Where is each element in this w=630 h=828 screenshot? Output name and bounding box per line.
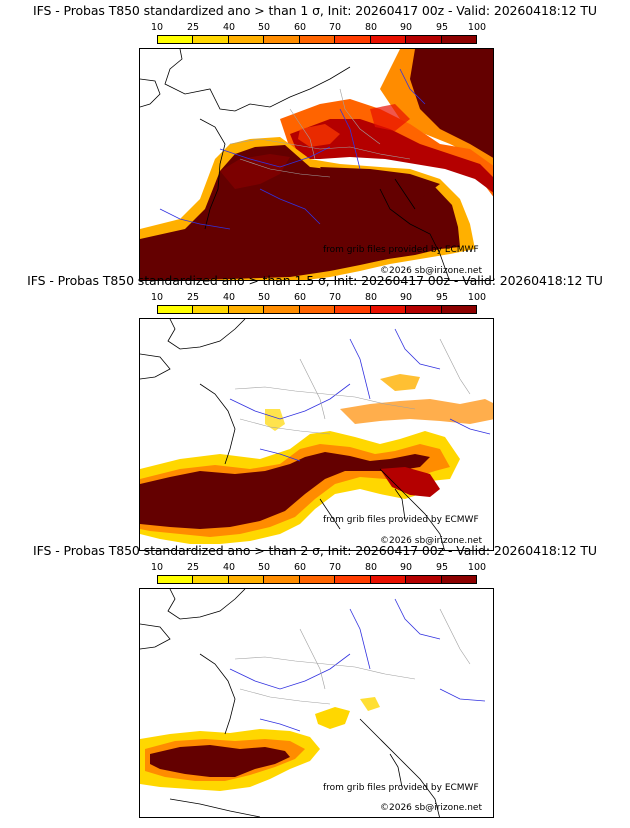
colorbar-tick: 100 [467,292,487,303]
colorbar-tick: 95 [435,292,449,303]
colorbar [157,35,477,44]
coastlines [140,319,445,550]
colorbar-segment [299,576,336,583]
colorbar-tick: 50 [257,22,271,33]
colorbar-segment [406,36,442,43]
grib-credit: from grib files provided by ECMWF [323,783,479,793]
colorbar-tick: 90 [399,292,413,303]
colorbar-segment [299,36,336,43]
colorbar-tick: 50 [257,562,271,573]
colorbar-segment [228,306,265,313]
coastlines [140,589,440,817]
colorbar [157,305,477,314]
probability-field [140,374,493,544]
colorbar-segment [370,36,407,43]
colorbar-tick: 60 [293,562,307,573]
rivers [159,68,426,230]
borders [234,608,471,705]
colorbar-segment [193,306,229,313]
colorbar [157,575,477,584]
colorbar-segment [228,576,265,583]
colorbar-segment [264,576,300,583]
copyright: ©2026 sb@irizone.net [380,266,482,276]
colorbar-tick: 40 [222,22,236,33]
colorbar-segment [158,306,194,313]
colorbar-segment [158,576,194,583]
colorbar-tick: 70 [328,562,342,573]
colorbar-tick: 80 [364,292,378,303]
colorbar-tick: 25 [186,22,200,33]
colorbar-tick: 90 [399,562,413,573]
colorbar-tick: 40 [222,562,236,573]
panel-1: IFS - Probas T850 standardized ano > tha… [0,3,630,281]
colorbar-segment [370,306,407,313]
colorbar-tick: 10 [150,22,164,33]
copyright: ©2026 sb@irizone.net [380,536,482,546]
borders [229,88,411,178]
colorbar-segment [264,306,300,313]
panel-title: IFS - Probas T850 standardized ano > tha… [27,273,603,288]
copyright: ©2026 sb@irizone.net [380,803,482,813]
colorbar-segment [335,36,371,43]
colorbar-tick: 95 [435,22,449,33]
colorbar-segment [264,36,300,43]
map-canvas [140,49,493,280]
rivers [229,328,491,462]
probability-field [140,49,493,280]
colorbar-segment [406,306,442,313]
colorbar-tick: 100 [467,22,487,33]
probability-field [140,697,380,791]
grib-credit: from grib files provided by ECMWF [323,515,479,525]
probability-map: from grib files provided by ECMWF ©2026 … [139,318,494,551]
panel-title: IFS - Probas T850 standardized ano > tha… [33,3,597,18]
colorbar-tick: 90 [399,22,413,33]
colorbar-ticks: 10 25 40 50 60 70 80 90 95 100 [141,292,493,304]
colorbar-segment [299,306,336,313]
colorbar-tick: 40 [222,292,236,303]
map-canvas [140,319,493,550]
colorbar-tick: 80 [364,562,378,573]
colorbar-tick: 70 [328,22,342,33]
colorbar-segment [335,306,371,313]
coastlines [140,49,450,280]
colorbar-segment [193,576,229,583]
panel-2: IFS - Probas T850 standardized ano > tha… [0,273,630,551]
borders [234,338,471,435]
colorbar-tick: 95 [435,562,449,573]
colorbar-segment [441,576,476,583]
rivers [229,598,486,732]
colorbar-tick: 80 [364,22,378,33]
colorbar-segment [441,306,476,313]
colorbar-segment [193,36,229,43]
probability-map: from grib files provided by ECMWF ©2026 … [139,588,494,818]
probability-map: from grib files provided by ECMWF ©2026 … [139,48,494,281]
colorbar-segment [441,36,476,43]
colorbar-segment [335,576,371,583]
colorbar-ticks: 10 25 40 50 60 70 80 90 95 100 [141,562,493,574]
panel-3: IFS - Probas T850 standardized ano > tha… [0,543,630,818]
colorbar-segment [228,36,265,43]
map-canvas [140,589,486,817]
colorbar-tick: 60 [293,292,307,303]
colorbar-tick: 70 [328,292,342,303]
colorbar-tick: 10 [150,292,164,303]
colorbar-ticks: 10 25 40 50 60 70 80 90 95 100 [141,22,493,34]
colorbar-tick: 60 [293,22,307,33]
colorbar-tick: 100 [467,562,487,573]
colorbar-tick: 50 [257,292,271,303]
colorbar-segment [370,576,407,583]
colorbar-tick: 25 [186,562,200,573]
colorbar-segment [158,36,194,43]
grib-credit: from grib files provided by ECMWF [323,245,479,255]
colorbar-segment [406,576,442,583]
colorbar-tick: 25 [186,292,200,303]
panel-title: IFS - Probas T850 standardized ano > tha… [33,543,597,558]
colorbar-tick: 10 [150,562,164,573]
